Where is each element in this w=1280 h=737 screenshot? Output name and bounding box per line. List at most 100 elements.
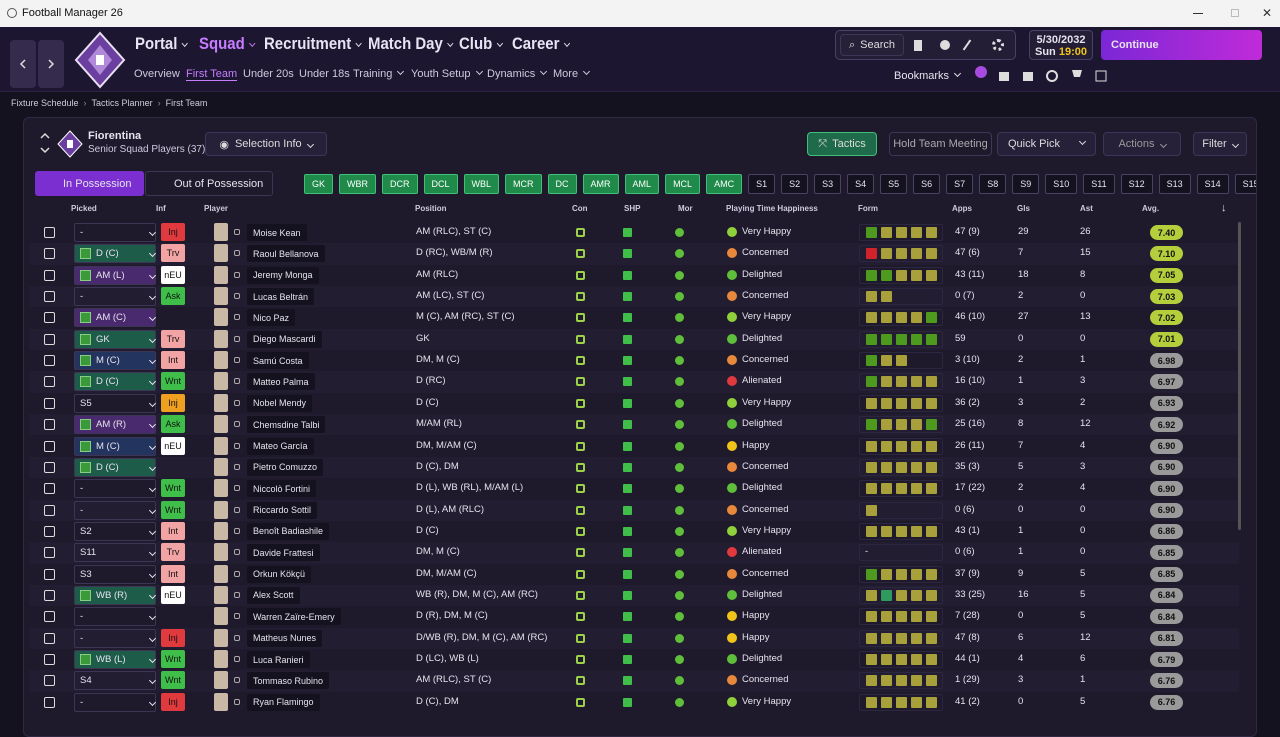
player-row[interactable]: D (C) Wnt Matteo Palma D (RC) Alienated 16 (1… [29,371,1239,393]
sub-nav-item[interactable]: More [553,68,589,80]
player-row[interactable]: WB (R) nEU Alex Scott WB (R), DM, M (C), AM… [29,584,1239,607]
back-button[interactable] [10,40,36,88]
picked-select[interactable]: S3 [74,564,156,584]
checkbox[interactable] [44,397,55,409]
player-row[interactable]: AM (L) nEU Jeremy Monga AM (RLC) Delighted 43… [29,265,1239,286]
sort-arrow[interactable]: ↓ [1221,202,1227,214]
player-name[interactable]: Orkun Kökçü [247,565,312,583]
picked-select[interactable]: GK [74,329,156,349]
picked-select[interactable]: S2 [74,521,156,541]
collapse[interactable] [39,130,51,156]
tactics-button[interactable]: ⤧ Tactics [807,132,877,156]
checkbox[interactable] [44,675,55,687]
player-name[interactable]: Diego Mascardi [247,330,322,348]
player-row[interactable]: AM (R) Ask Chemsdine Talbi M/AM (RL) Delight… [29,414,1239,436]
maximize[interactable] [1231,9,1239,17]
checkbox[interactable] [44,419,55,431]
close[interactable]: ✕ [1262,6,1273,20]
position-slot[interactable]: S6 [913,174,941,194]
player-row[interactable]: S11 Trv Davide Frattesi DM, M (C) Alienated -… [29,542,1239,564]
main-nav-item[interactable]: Career [512,34,569,54]
player-name[interactable]: Lucas Beltrán [247,288,315,306]
player-row[interactable]: - Warren Zaïre-Emery D (R), DM, M (C) Happy… [29,606,1239,627]
player-name[interactable]: Mateo García [247,437,314,455]
position-slot[interactable]: S2 [781,174,809,194]
player-name[interactable]: Warren Zaïre-Emery [247,608,341,626]
picked-select[interactable]: WB (L) [74,650,156,669]
player-row[interactable]: - Wnt Niccolò Fortini D (L), WB (RL), M/AM … [29,478,1239,499]
picked-select[interactable]: D (C) [74,457,156,477]
picked-select[interactable]: - [74,223,156,242]
player-row[interactable]: - Inj Matheus Nunes D/WB (R), DM, M (C), AM… [29,627,1239,649]
player-name[interactable]: Ryan Flamingo [247,693,320,711]
checkbox[interactable] [44,291,55,303]
position-slot[interactable]: DC [547,174,577,194]
column-header[interactable]: Picked [71,204,97,213]
player-name[interactable]: Jeremy Monga [247,266,319,284]
sub-nav-item[interactable]: Youth Setup [411,68,482,80]
player-name[interactable]: Pietro Comuzzo [247,458,324,476]
picked-select[interactable]: - [74,628,156,648]
picked-select[interactable]: S11 [74,543,156,563]
checkbox[interactable] [44,355,55,367]
checkbox[interactable] [44,696,55,708]
picked-select[interactable]: - [74,287,156,307]
player-name[interactable]: Niccolò Fortini [247,480,317,498]
checkbox[interactable] [44,611,55,623]
player-name[interactable]: Riccardo Sottil [247,501,318,519]
picked-select[interactable]: S4 [74,671,156,691]
picked-select[interactable]: WB (R) [74,585,156,605]
date-box[interactable]: 5/30/2032 Sun 19:00 [1029,30,1093,60]
filter-button[interactable]: Filter [1193,132,1247,156]
player-name[interactable]: Raoul Bellanova [247,245,325,263]
player-row[interactable]: S4 Wnt Tommaso Rubino AM (RLC), ST (C) Conce… [29,670,1239,692]
crumb[interactable]: First Team [165,98,208,108]
position-slot[interactable]: S11 [1083,174,1115,194]
picked-select[interactable]: AM (L) [74,265,156,285]
checkbox[interactable] [44,440,55,452]
crumb[interactable]: Tactics Planner [91,98,153,108]
sub-nav-item[interactable]: Under 20s [243,68,294,80]
icon[interactable] [940,40,950,50]
checkbox[interactable] [44,504,55,516]
column-header[interactable]: Player [204,204,229,213]
main-nav-item[interactable]: Club [459,34,502,54]
column-header[interactable]: Mor [678,204,693,213]
column-header[interactable]: SHP [624,204,641,213]
column-header[interactable]: Gls [1017,204,1030,213]
player-name[interactable]: Tommaso Rubino [247,672,330,690]
position-slot[interactable]: DCR [382,174,418,194]
main-nav-item[interactable]: Portal [135,34,187,54]
picked-select[interactable]: - [74,500,156,520]
position-slot[interactable]: S10 [1045,174,1078,194]
position-slot[interactable]: MCL [665,174,701,194]
position-slot[interactable]: DCL [423,174,458,194]
player-row[interactable]: - Inj Moise Kean AM (RLC), ST (C) Very Happy… [29,222,1239,243]
meeting-button[interactable]: Hold Team Meeting [889,132,992,156]
column-header[interactable]: Ast [1080,204,1093,213]
column-header[interactable]: Con [572,204,588,213]
checkbox[interactable] [44,654,55,665]
picked-select[interactable]: S5 [74,393,156,413]
sub-nav-item[interactable]: Under 18s [299,68,350,80]
position-slot[interactable]: MCR [505,174,542,194]
player-name[interactable]: Alex Scott [247,586,300,604]
position-slot[interactable]: AMC [706,174,743,194]
player-row[interactable]: AM (C) Nico Paz M (C), AM (RC), ST (C) Very… [29,307,1239,328]
position-slot[interactable]: S12 [1120,174,1153,194]
dropdown[interactable] [1074,138,1085,150]
column-header[interactable]: Form [858,204,878,213]
player-name[interactable]: Matteo Palma [247,373,315,391]
picked-select[interactable]: AM (C) [74,308,156,328]
checkbox[interactable] [44,525,55,537]
tab[interactable]: Out of Possession [145,171,273,196]
crumb[interactable]: Fixture Schedule [11,98,79,108]
player-name[interactable]: Samú Costa [247,352,309,370]
position-slot[interactable]: S13 [1158,174,1191,194]
picked-select[interactable]: M (C) [74,436,156,456]
player-row[interactable]: - Ask Lucas Beltrán AM (LC), ST (C) Concerne… [29,286,1239,308]
icon[interactable] [962,39,972,51]
player-row[interactable]: D (C) Trv Raoul Bellanova D (RC), WB/M (R) C… [29,243,1239,265]
continue-button[interactable]: Continue [1101,30,1262,60]
minimize[interactable] [1193,13,1203,14]
